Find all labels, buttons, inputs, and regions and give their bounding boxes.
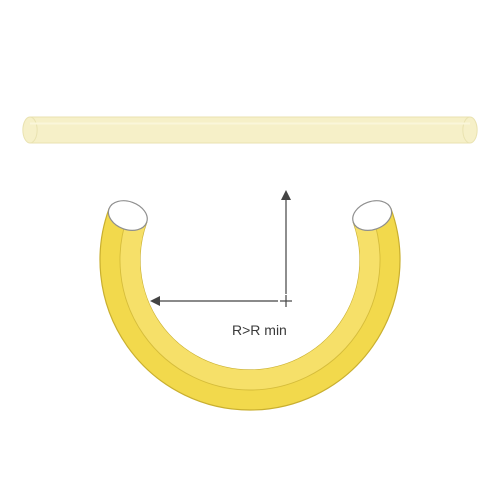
diagram-svg bbox=[0, 0, 500, 500]
bend-radius-diagram: R>R min bbox=[0, 0, 500, 500]
radius-label: R>R min bbox=[232, 322, 287, 338]
